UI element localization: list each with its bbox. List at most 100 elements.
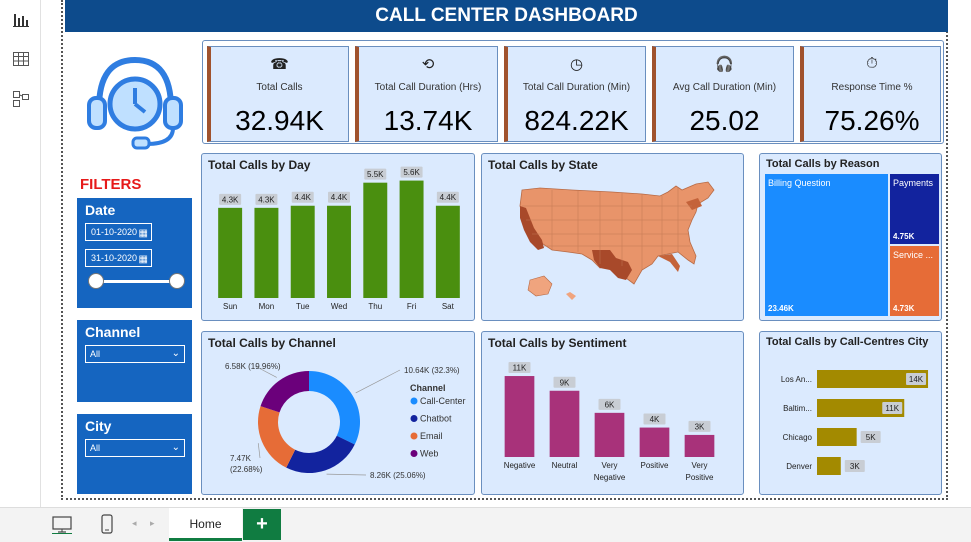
bar (363, 182, 388, 298)
data-label-bg (906, 373, 927, 385)
data-label: 3K (695, 422, 705, 431)
x-tick-label: Wed (331, 302, 347, 311)
call-center-headset-logo-icon (87, 56, 183, 150)
scroll-left-icon[interactable]: ◂ (132, 518, 137, 528)
table-view-icon[interactable] (12, 50, 30, 68)
panel-calls-by-channel: Total Calls by Channel 10.64K (32.3%) 8.2… (201, 331, 475, 495)
panel-title: Total Calls by Channel (208, 336, 336, 350)
donut-slice (309, 371, 360, 445)
calls-by-day-chart: 4.3K Sun 4.3K Mon 4.4K Tue 4.4K Wed 5.5K Thu 5.6K F… (218, 166, 460, 311)
x-tick-label: Neutral (552, 461, 578, 470)
start-date-input[interactable]: 01-10-2020 ▦ (85, 223, 152, 241)
slice-label: 7.47K (230, 454, 252, 463)
kpi-total-duration-min: ◷ Total Call Duration (Min) 824.22K (504, 46, 646, 142)
report-view-icon[interactable] (12, 11, 30, 29)
panel-calls-by-day: Total Calls by Day 4.3K Sun 4.3K Mon 4.4K Tue… (201, 153, 475, 321)
data-label-bg (882, 402, 903, 414)
data-label: 11K (513, 364, 527, 373)
bar (817, 457, 841, 475)
usa-states-shape (519, 181, 715, 285)
state-borders (522, 188, 692, 270)
panel-calls-by-city: Total Calls by Call-Centres City Los An.… (759, 331, 942, 495)
data-label: 4.3K (258, 195, 275, 204)
calendar-icon[interactable]: ▦ (138, 228, 148, 239)
legend-marker (410, 450, 418, 457)
kpi-value: 32.94K (235, 105, 324, 136)
bar (817, 428, 857, 446)
calendar-icon[interactable]: ▦ (138, 254, 148, 265)
scroll-right-icon[interactable]: ▸ (150, 518, 155, 528)
date-range-start-handle[interactable] (88, 273, 104, 289)
city-dropdown[interactable]: All ⌄ (85, 439, 185, 457)
slice-label: 6.58K (19.96%) (225, 362, 281, 371)
x-tick-label: Very (691, 461, 707, 470)
treemap-payments[interactable]: Payments 4.75K (890, 174, 939, 244)
channel-slicer: Channel All ⌄ (77, 320, 192, 402)
kpi-label: Response Time % (831, 82, 913, 93)
panel-calls-by-state: Total Calls by State (481, 153, 744, 321)
florida-shape (658, 254, 680, 272)
data-label-bg (553, 376, 576, 388)
x-tick-label: Fri (407, 302, 417, 311)
data-label-bg (688, 420, 711, 432)
y-tick-label: Denver (786, 462, 812, 471)
kpi-value: 25.02 (689, 105, 760, 136)
data-label: 6K (605, 400, 615, 409)
model-view-icon[interactable] (12, 90, 30, 108)
chevron-down-icon: ⌄ (171, 348, 180, 359)
date-range-end-handle[interactable] (169, 273, 185, 289)
slicer-title: City (85, 418, 112, 434)
leader-line (254, 365, 277, 378)
data-label-bg (598, 398, 621, 410)
donut-slice (258, 406, 296, 468)
mobile-layout-icon[interactable] (101, 514, 113, 534)
kpi-value: 75.26% (824, 105, 920, 136)
y-tick-label: Chicago (783, 433, 813, 442)
x-tick-label: Negative (594, 473, 626, 482)
leader-line (355, 369, 401, 394)
bar (504, 376, 535, 457)
add-page-button[interactable]: + (243, 509, 281, 540)
bar (290, 205, 315, 298)
24h-clock-icon: ⟲ (421, 56, 435, 73)
bar (327, 205, 351, 298)
tab-home[interactable]: Home (169, 508, 242, 541)
y-tick-label: Baltim... (783, 404, 812, 413)
donut-slice (286, 435, 355, 473)
end-date-input[interactable]: 31-10-2020 ▦ (85, 249, 152, 267)
treemap-billing-question[interactable]: Billing Question 23.46K (765, 174, 888, 316)
bar (684, 434, 715, 457)
page-tabs-bar: ◂ ▸ (0, 507, 971, 542)
channel-dropdown[interactable]: All ⌄ (85, 345, 185, 363)
alaska-shape (527, 275, 553, 297)
kpi-value: 13.74K (383, 105, 473, 136)
date-slicer: Date 01-10-2020 ▦ 31-10-2020 ▦ (77, 198, 192, 308)
california-shape (520, 206, 544, 250)
panel-calls-by-sentiment: Total Calls by Sentiment 11K Negative 9K Ne… (481, 331, 744, 495)
leader-line (257, 443, 261, 459)
data-label-bg (860, 431, 881, 443)
data-label-bg (328, 191, 350, 203)
kpi-label: Total Call Duration (Min) (522, 82, 631, 93)
legend-marker (410, 415, 418, 422)
calls-by-city-chart: Los An... 14K Baltim... 11K Chicago 5K Denver 3… (781, 370, 929, 475)
newyork-shape (686, 198, 702, 210)
data-label-bg (508, 362, 531, 374)
left-nav-bar (0, 0, 41, 507)
texas-shape (592, 250, 632, 280)
legend-label: Email (420, 431, 443, 441)
desktop-layout-icon[interactable] (52, 516, 72, 534)
data-label: 11K (885, 404, 899, 413)
x-tick-label: Positive (640, 461, 669, 470)
kpi-frame (202, 40, 944, 144)
treemap-service[interactable]: Service ... 4.73K (890, 246, 939, 316)
x-tick-label: Very (601, 461, 617, 470)
data-label-bg (436, 191, 459, 203)
kpi-value: 824.22K (524, 105, 629, 136)
filters-title: FILTERS (80, 176, 142, 193)
panel-title: Total Calls by Reason (766, 158, 880, 170)
bar (594, 412, 625, 457)
bar (218, 207, 243, 298)
panel-title: Total Calls by Sentiment (488, 336, 627, 350)
panel-title: Total Calls by Call-Centres City (766, 336, 929, 348)
